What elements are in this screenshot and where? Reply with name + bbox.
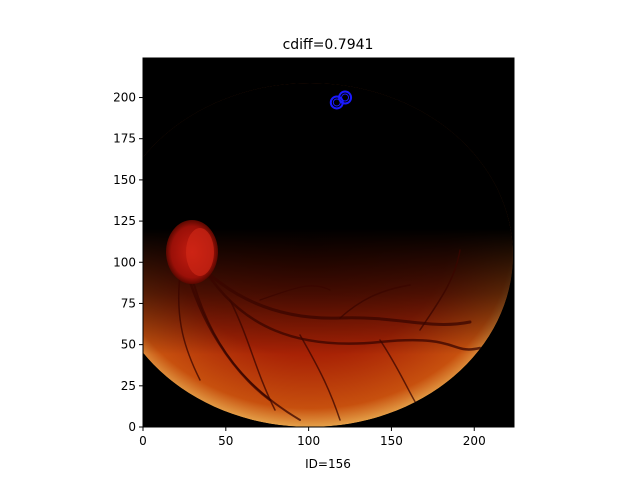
x-axis-label: ID=156 <box>305 457 351 471</box>
y-tick-label: 100 <box>113 255 136 269</box>
image-notch <box>470 350 514 380</box>
y-tick-label: 25 <box>121 379 136 393</box>
axes-frame <box>142 57 515 428</box>
y-tick-label: 0 <box>128 420 136 434</box>
x-tick-label: 0 <box>139 434 147 448</box>
chart-title: cdiff=0.7941 <box>283 37 374 53</box>
y-tick-label: 150 <box>113 173 136 187</box>
x-tick-label: 100 <box>297 434 320 448</box>
image-area <box>143 58 514 427</box>
marker-layer <box>329 90 353 110</box>
marker-inner-circle <box>341 93 350 102</box>
y-axis: 0 25 50 75 100 125 150 175 200 <box>113 91 143 434</box>
y-tick-label: 75 <box>121 296 136 310</box>
y-tick-label: 175 <box>113 132 136 146</box>
y-tick-label: 200 <box>113 91 136 105</box>
x-axis: 0 50 100 150 200 <box>139 427 486 448</box>
x-tick-label: 150 <box>380 434 403 448</box>
x-tick-label: 200 <box>463 434 486 448</box>
y-tick-label: 125 <box>113 214 136 228</box>
fundus-image <box>143 83 513 427</box>
x-tick-label: 50 <box>218 434 233 448</box>
y-tick-label: 50 <box>121 338 136 352</box>
marker-circle <box>338 90 353 105</box>
